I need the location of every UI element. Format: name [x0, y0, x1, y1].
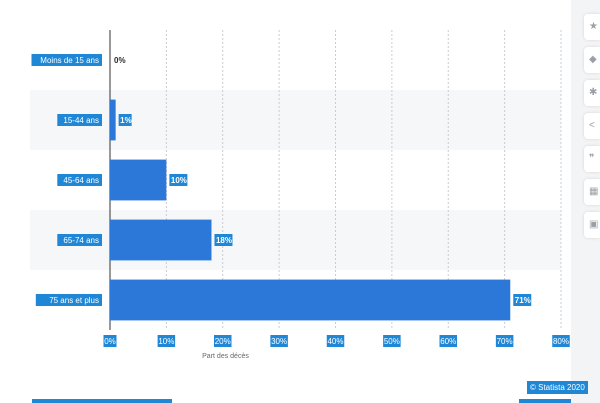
statista-credit[interactable]: © Statista 2020: [527, 381, 588, 394]
sidebar-toolbar: ★ ◆ ✱ < ❞ ▦ ▣: [584, 14, 600, 245]
x-axis-title: Part des décès: [202, 353, 249, 360]
x-tick-label: 10%: [158, 337, 174, 346]
row-band: [30, 90, 561, 150]
footer-bar-right: [519, 399, 571, 403]
bar-chart: Moins de 15 ans 0% 15-44 ans 1% 45-64 ans 10%…: [30, 30, 570, 360]
x-tick-label: 0%: [104, 337, 116, 346]
x-tick-label-bg: [326, 335, 345, 347]
category-label: Moins de 15 ans: [40, 56, 99, 65]
print-icon[interactable]: ▣: [584, 212, 600, 238]
category-label-bg: [57, 114, 102, 126]
category-label-bg: [31, 54, 102, 66]
quote-icon[interactable]: ❞: [584, 146, 600, 172]
category-label: 75 ans et plus: [49, 296, 99, 305]
category-label: 15-44 ans: [63, 116, 99, 125]
x-tick-label-bg: [439, 335, 457, 347]
star-icon[interactable]: ★: [584, 14, 600, 40]
value-label: 1%: [120, 116, 132, 125]
x-tick-label-bg: [270, 335, 288, 347]
x-tick-label: 40%: [327, 337, 343, 346]
x-tick-label: 60%: [440, 337, 456, 346]
value-label: 10%: [171, 176, 187, 185]
x-tick-label-bg: [214, 335, 232, 347]
value-label-bg: [118, 114, 132, 126]
x-tick-label-bg: [383, 335, 401, 347]
x-tick-label-bg: [157, 335, 176, 347]
value-label-bg: [214, 234, 233, 246]
value-label: 71%: [515, 296, 531, 305]
category-label-bg: [57, 174, 102, 186]
x-tick-label: 50%: [384, 337, 400, 346]
footer-bar-left: [32, 399, 172, 403]
x-tick-label: 30%: [271, 337, 287, 346]
x-tick-label: 80%: [553, 337, 569, 346]
value-label: 18%: [216, 236, 232, 245]
x-tick-label-bg: [552, 335, 570, 347]
share-icon[interactable]: <: [584, 113, 600, 139]
category-label-bg: [57, 234, 102, 246]
x-tick-label: 70%: [497, 337, 513, 346]
bar[interactable]: [110, 99, 116, 141]
gear-icon[interactable]: ✱: [584, 80, 600, 106]
category-label: 65-74 ans: [63, 236, 99, 245]
chart-card: Moins de 15 ans 0% 15-44 ans 1% 45-64 ans 10%…: [0, 0, 571, 403]
value-label: 0%: [114, 56, 126, 65]
value-label-bg: [513, 294, 532, 306]
category-label-bg: [35, 294, 102, 306]
x-tick-label-bg: [103, 335, 117, 347]
bar[interactable]: [110, 279, 511, 321]
flag-icon[interactable]: ▦: [584, 179, 600, 205]
x-tick-label-bg: [495, 335, 514, 347]
category-label: 45-64 ans: [63, 176, 99, 185]
value-label-bg: [169, 174, 188, 186]
bar[interactable]: [110, 159, 167, 201]
bar[interactable]: [110, 219, 212, 261]
x-tick-label: 20%: [215, 337, 231, 346]
bell-icon[interactable]: ◆: [584, 47, 600, 73]
